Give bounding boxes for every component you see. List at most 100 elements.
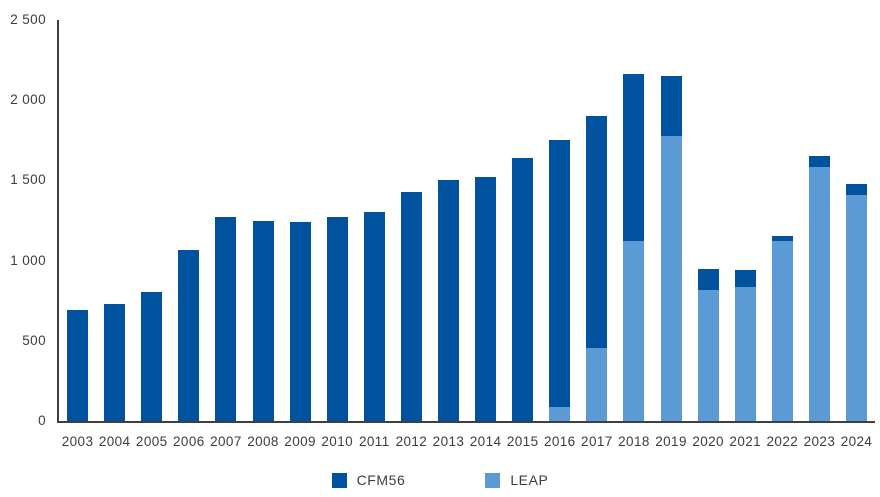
x-axis-label-2012: 2012 xyxy=(395,434,428,449)
bar-2010-cfm56-segment xyxy=(326,217,348,421)
y-tick-label-1500: 1 500 xyxy=(10,172,46,188)
bar-2010 xyxy=(326,217,348,421)
chart-legend: CFM56 LEAP xyxy=(0,472,880,488)
x-axis-label-2007: 2007 xyxy=(210,434,242,449)
bar-slot-2003: 2003 xyxy=(59,20,96,449)
bar-2013 xyxy=(437,179,459,421)
bar-slot-2018: 2018 xyxy=(615,20,652,449)
y-tick-label-2500: 2 500 xyxy=(10,12,46,27)
bar-2014-cfm56-segment xyxy=(475,177,497,421)
bar-2021-cfm56-segment xyxy=(734,270,756,288)
bar-2005 xyxy=(141,291,163,421)
bar-2011 xyxy=(363,211,385,421)
bar-2019-cfm56-segment xyxy=(660,76,682,137)
bar-2005-cfm56-segment xyxy=(141,291,163,421)
x-axis-label-2019: 2019 xyxy=(655,434,687,449)
x-axis-label-2015: 2015 xyxy=(506,434,539,449)
bars-row: 2003 2004 2005 2006 2007 2008 2009 2010 2011 2012… xyxy=(59,20,875,449)
bar-2020 xyxy=(697,268,719,421)
bar-2016 xyxy=(549,139,571,421)
y-axis: 0 500 1 000 1 500 2 000 2 500 xyxy=(0,0,46,497)
bar-slot-2004: 2004 xyxy=(96,20,133,449)
bar-2022-cfm56-segment xyxy=(771,235,793,242)
bar-slot-2014: 2014 xyxy=(467,20,504,449)
x-axis-label-2005: 2005 xyxy=(135,434,168,449)
bar-2009 xyxy=(289,222,311,421)
bar-2015-cfm56-segment xyxy=(512,157,534,421)
bar-slot-2011: 2011 xyxy=(356,20,393,449)
x-axis-label-2013: 2013 xyxy=(432,434,465,449)
x-axis-label-2008: 2008 xyxy=(247,434,279,449)
x-axis-label-2004: 2004 xyxy=(98,434,131,449)
bar-2019 xyxy=(660,76,682,421)
x-axis-label-2024: 2024 xyxy=(840,434,873,449)
bar-2007-cfm56-segment xyxy=(215,217,237,421)
bar-2012 xyxy=(400,192,422,421)
bar-slot-2010: 2010 xyxy=(319,20,356,449)
x-axis-label-2016: 2016 xyxy=(543,434,576,449)
bar-slot-2008: 2008 xyxy=(244,20,281,449)
x-axis-label-2003: 2003 xyxy=(61,434,94,449)
bar-2019-leap-segment xyxy=(660,136,682,421)
bar-2004-cfm56-segment xyxy=(104,303,126,421)
legend-item-leap: LEAP xyxy=(485,472,548,488)
bar-slot-2024: 2024 xyxy=(838,20,875,449)
bar-slot-2013: 2013 xyxy=(430,20,467,449)
y-tick-label-1000: 1 000 xyxy=(10,252,46,268)
bar-2009-cfm56-segment xyxy=(289,222,311,421)
legend-label-cfm56: CFM56 xyxy=(356,472,406,488)
y-tick-label-500: 500 xyxy=(22,332,46,348)
bar-2021 xyxy=(734,270,756,421)
bar-2013-cfm56-segment xyxy=(437,179,459,421)
bar-2015 xyxy=(512,157,534,421)
bar-slot-2009: 2009 xyxy=(282,20,319,449)
bar-slot-2023: 2023 xyxy=(801,20,838,449)
bar-2012-cfm56-segment xyxy=(400,192,422,421)
bar-2004 xyxy=(104,303,126,421)
bar-2014 xyxy=(475,177,497,421)
bar-2022-leap-segment xyxy=(771,241,793,421)
bar-slot-2007: 2007 xyxy=(207,20,244,449)
bar-2006-cfm56-segment xyxy=(178,250,200,421)
bar-2024 xyxy=(846,183,868,421)
x-axis-label-2006: 2006 xyxy=(173,434,205,449)
bar-slot-2021: 2021 xyxy=(727,20,764,449)
cfm56-swatch-icon xyxy=(331,472,347,488)
legend-label-leap: LEAP xyxy=(510,472,549,488)
x-axis-label-2022: 2022 xyxy=(766,434,799,449)
bar-2020-cfm56-segment xyxy=(697,268,719,291)
bar-2003 xyxy=(67,310,89,421)
bar-2023-cfm56-segment xyxy=(808,156,830,167)
x-axis-label-2020: 2020 xyxy=(692,434,724,449)
bar-2003-cfm56-segment xyxy=(67,310,89,421)
bar-slot-2012: 2012 xyxy=(393,20,430,449)
bar-2018-leap-segment xyxy=(623,241,645,421)
bar-2018 xyxy=(623,73,645,421)
bar-slot-2015: 2015 xyxy=(504,20,541,449)
x-axis-label-2021: 2021 xyxy=(729,434,762,449)
bar-slot-2017: 2017 xyxy=(578,20,615,449)
bar-2016-leap-segment xyxy=(549,407,571,421)
bar-slot-2022: 2022 xyxy=(764,20,801,449)
x-axis-label-2017: 2017 xyxy=(581,434,613,449)
bar-2006 xyxy=(178,250,200,421)
bar-2007 xyxy=(215,217,237,421)
bar-2008-cfm56-segment xyxy=(252,220,274,421)
plot-area: 2003 2004 2005 2006 2007 2008 2009 2010 2011 2012… xyxy=(57,20,875,449)
bar-2024-leap-segment xyxy=(846,194,868,421)
bar-slot-2005: 2005 xyxy=(133,20,170,449)
bar-2017 xyxy=(586,116,608,421)
bar-2018-cfm56-segment xyxy=(623,73,645,242)
bar-2023-leap-segment xyxy=(808,166,830,421)
bar-slot-2020: 2020 xyxy=(690,20,727,449)
bar-2020-leap-segment xyxy=(697,290,719,421)
bar-2017-leap-segment xyxy=(586,348,608,421)
x-axis-label-2009: 2009 xyxy=(284,434,316,449)
bar-slot-2006: 2006 xyxy=(170,20,207,449)
legend-item-cfm56: CFM56 xyxy=(331,472,406,488)
x-axis-label-2011: 2011 xyxy=(358,434,390,449)
x-axis-label-2014: 2014 xyxy=(469,434,502,449)
bar-2016-cfm56-segment xyxy=(549,139,571,408)
x-axis-label-2023: 2023 xyxy=(803,434,836,449)
